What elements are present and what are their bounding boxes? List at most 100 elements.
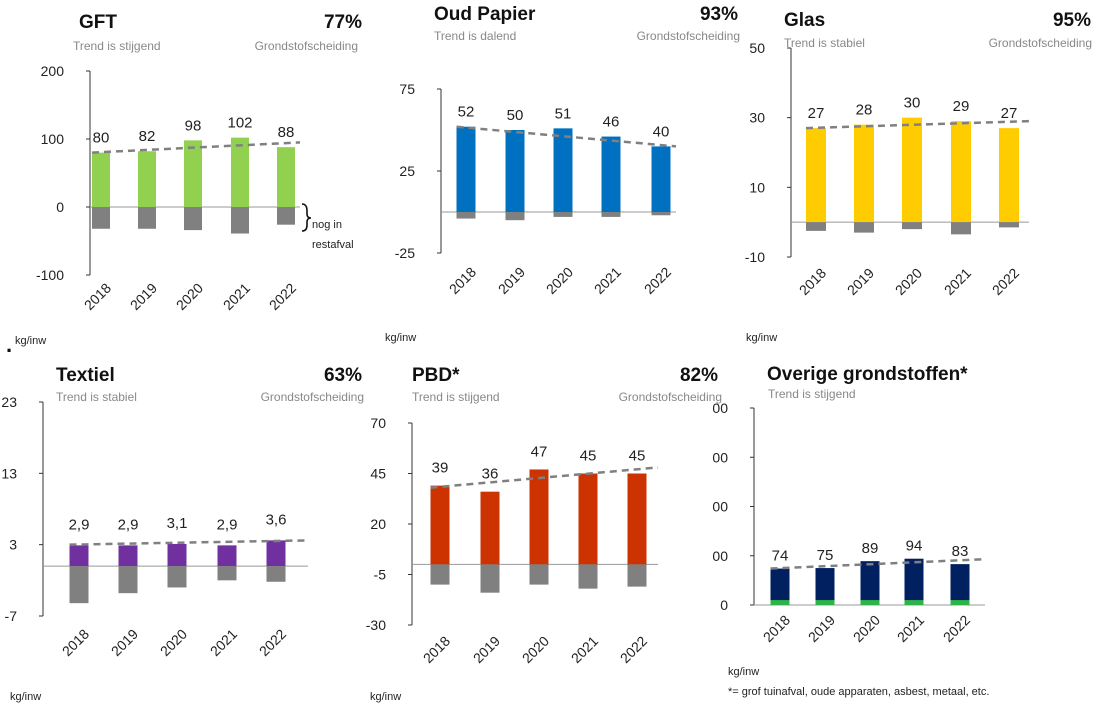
bar-segment-small — [815, 600, 835, 605]
data-label: 3,6 — [266, 511, 287, 528]
trend-text: Trend is stabiel — [784, 36, 865, 50]
y-tick-label: 0 — [720, 597, 728, 613]
chart-title: GFT — [79, 12, 117, 33]
x-tick-label: 2018 — [760, 612, 793, 645]
annotation-line-1: nog in — [312, 219, 342, 231]
residual-bar — [266, 566, 286, 582]
residual-bar — [601, 212, 621, 217]
percentage-label: Grondstofscheiding — [261, 390, 364, 404]
footnote: *= grof tuinafval, oude apparaten, asbes… — [728, 686, 989, 698]
y-tick-label: 50 — [749, 40, 765, 56]
x-tick-label: 2021 — [591, 264, 624, 297]
y-tick-label: -100 — [36, 267, 64, 283]
bar — [951, 121, 971, 223]
bar-segment-small — [770, 600, 790, 605]
trend-line — [805, 119, 1030, 130]
residual-bar — [578, 564, 598, 589]
bar — [217, 545, 237, 567]
residual-bar — [456, 212, 476, 219]
bar — [231, 137, 249, 207]
bar — [69, 545, 89, 567]
residual-bar — [430, 564, 450, 585]
y-tick-label: 25 — [399, 163, 415, 179]
chart-title: Oud Papier — [434, 4, 536, 25]
percentage-label: Grondstofscheiding — [255, 39, 358, 53]
residual-bar — [480, 564, 500, 593]
x-tick-label: 2021 — [207, 626, 240, 659]
x-tick-label: 2022 — [940, 612, 973, 645]
y-tick-label: -5 — [374, 567, 387, 583]
trend-line — [91, 141, 301, 154]
data-label: 82 — [139, 128, 156, 145]
residual-bar — [651, 212, 671, 216]
x-tick-label: 2022 — [641, 264, 674, 297]
residual-bar — [167, 566, 187, 588]
x-tick-label: 2019 — [805, 612, 838, 645]
data-label: 46 — [603, 114, 620, 131]
residual-bar — [138, 207, 156, 229]
data-label: 80 — [93, 130, 110, 147]
data-label: 2,9 — [69, 516, 90, 533]
brace-icon — [301, 203, 312, 232]
bar — [627, 473, 647, 565]
data-label: 40 — [653, 123, 670, 140]
bar — [505, 130, 525, 212]
data-label: 98 — [185, 117, 202, 134]
data-label: 89 — [862, 540, 879, 557]
residual-bar — [806, 222, 826, 231]
x-tick-label: 2020 — [892, 265, 925, 298]
residual-bar — [999, 222, 1019, 228]
data-label: 39 — [432, 460, 449, 477]
bar — [553, 128, 573, 212]
bar — [118, 545, 138, 567]
bar — [902, 117, 922, 223]
residual-bar — [902, 222, 922, 230]
y-tick-label: 3 — [9, 537, 17, 553]
x-tick-label: 2018 — [420, 633, 453, 666]
residual-bar — [69, 566, 89, 604]
bar — [92, 152, 110, 207]
plot-area: 70 45 20 -5 -30 39 2018 36 2019 47 2020 45 2021 45 202… — [366, 415, 659, 666]
y-tick-label: 75 — [399, 81, 415, 97]
residual-bar — [92, 207, 110, 229]
chart-title: PBD* — [412, 365, 460, 386]
x-tick-label: 2021 — [220, 280, 253, 313]
plot-area: 75 25 -25 52 2018 50 2019 51 2020 46 2021 40 2022 — [395, 81, 677, 297]
percentage-label: Grondstofscheiding — [619, 390, 722, 404]
bar — [815, 568, 835, 605]
residual-bar — [231, 207, 249, 234]
bar — [904, 558, 924, 605]
y-tick-label: -30 — [366, 617, 386, 633]
y-tick-label: 23 — [1, 394, 17, 410]
chart-percentage: 63% — [324, 365, 362, 386]
plot-area: 200 100 0 -100 80 2018 82 2019 98 2020 102 2021 88 20… — [36, 63, 301, 313]
data-label: 102 — [227, 115, 252, 132]
trend-text: Trend is stabiel — [56, 390, 137, 404]
y-tick-label: 00 — [712, 499, 728, 515]
x-tick-label: 2018 — [796, 265, 829, 298]
y-tick-label: 0 — [56, 199, 64, 215]
x-tick-label: 2020 — [157, 626, 190, 659]
data-label: 75 — [817, 547, 834, 564]
data-label: 52 — [458, 104, 475, 121]
bar — [138, 151, 156, 207]
y-tick-label: 00 — [712, 449, 728, 465]
bar-segment-small — [950, 600, 970, 605]
unit-label: kg/inw — [385, 332, 416, 344]
bar — [806, 128, 826, 223]
chart-title: Glas — [784, 10, 825, 31]
residual-bar — [277, 207, 295, 225]
residual-bar — [505, 212, 525, 221]
data-label: 45 — [629, 448, 646, 465]
x-tick-label: 2021 — [894, 612, 927, 645]
bar-segment-small — [904, 600, 924, 605]
x-tick-label: 2020 — [519, 633, 552, 666]
y-tick-label: 20 — [370, 516, 386, 532]
data-label: 27 — [808, 105, 825, 122]
y-tick-label: 00 — [712, 548, 728, 564]
bar — [266, 540, 286, 567]
x-tick-label: 2020 — [173, 280, 206, 313]
trend-text: Trend is stijgend — [768, 387, 856, 401]
